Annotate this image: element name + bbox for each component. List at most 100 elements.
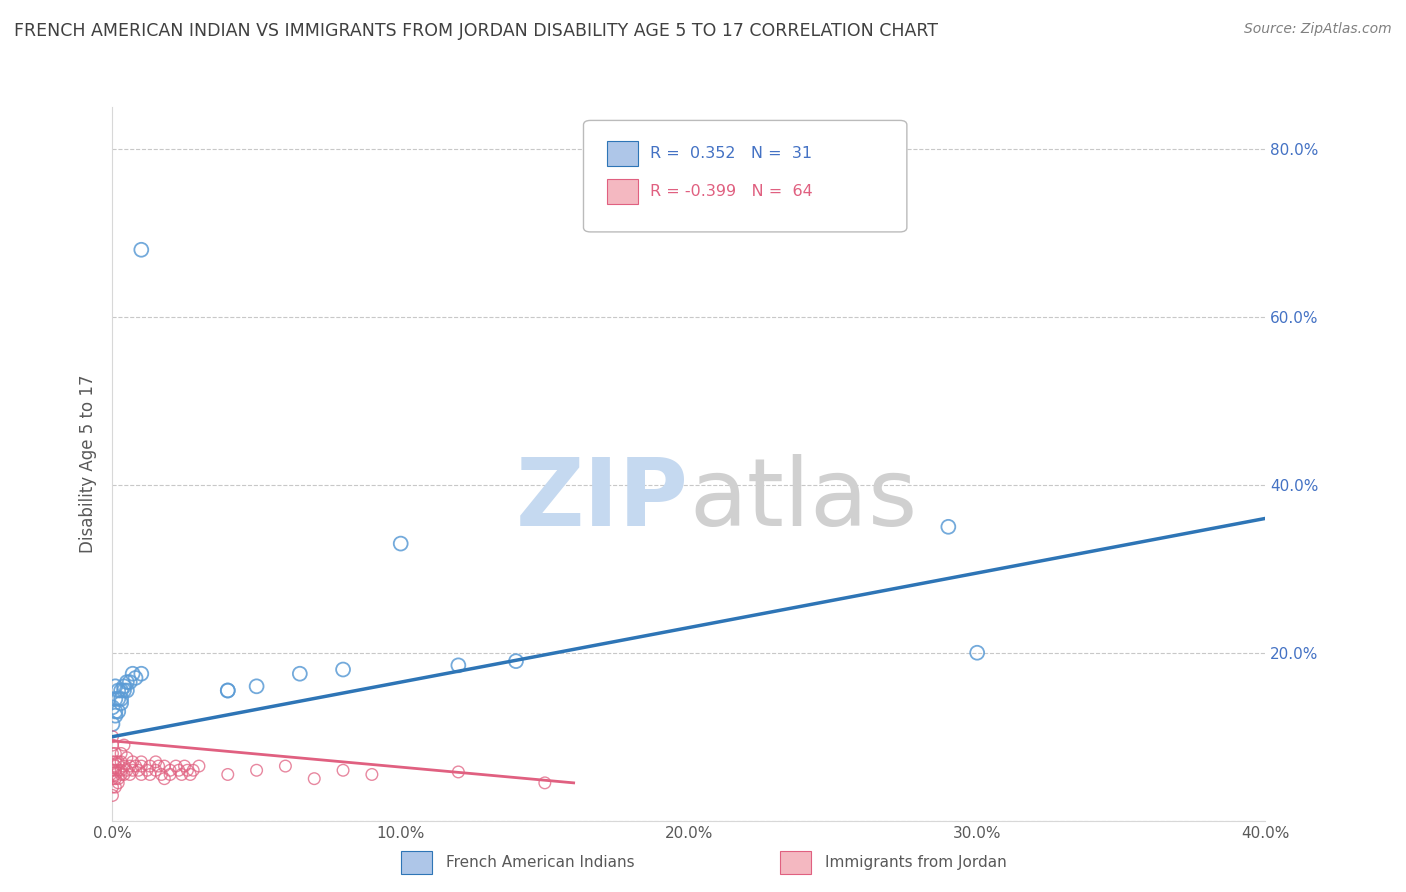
Point (245, 764, 267, 778)
Point (118, 767, 141, 781)
Point (110, 683, 132, 698)
Point (173, 759, 195, 773)
Point (966, 646, 988, 660)
Point (112, 738, 135, 752)
Text: FRENCH AMERICAN INDIAN VS IMMIGRANTS FROM JORDAN DISABILITY AGE 5 TO 17 CORRELAT: FRENCH AMERICAN INDIAN VS IMMIGRANTS FRO… (14, 22, 938, 40)
Text: French American Indians: French American Indians (446, 855, 634, 870)
Point (332, 663, 354, 677)
Point (139, 759, 162, 773)
Point (110, 696, 132, 710)
Point (107, 683, 129, 698)
Point (136, 764, 159, 778)
Point (110, 747, 132, 761)
Point (118, 759, 141, 773)
Point (112, 679, 135, 693)
Point (107, 776, 129, 790)
Point (217, 767, 239, 781)
Point (274, 759, 297, 773)
Point (107, 705, 129, 719)
Point (112, 683, 135, 698)
Text: R = -0.399   N =  64: R = -0.399 N = 64 (650, 185, 813, 199)
Text: Immigrants from Jordan: Immigrants from Jordan (825, 855, 1007, 870)
Text: Source: ZipAtlas.com: Source: ZipAtlas.com (1244, 22, 1392, 37)
Point (104, 692, 127, 706)
Point (101, 780, 124, 794)
Point (150, 767, 173, 781)
Point (153, 772, 176, 786)
Point (104, 767, 127, 781)
Point (107, 755, 129, 769)
Point (104, 772, 127, 786)
Point (101, 764, 124, 778)
Point (112, 759, 135, 773)
Point (936, 520, 959, 534)
Point (121, 764, 143, 778)
Point (107, 764, 129, 778)
Point (179, 767, 201, 781)
Point (101, 755, 124, 769)
Point (217, 683, 239, 698)
Point (139, 767, 162, 781)
Point (127, 764, 149, 778)
Text: ZIP: ZIP (516, 453, 689, 546)
Point (288, 666, 311, 681)
Point (101, 700, 124, 714)
Point (145, 764, 167, 778)
Point (104, 747, 127, 761)
Point (101, 747, 124, 761)
Text: atlas: atlas (689, 453, 917, 546)
Point (159, 767, 181, 781)
Point (129, 243, 153, 257)
Point (360, 767, 382, 781)
Point (110, 764, 132, 778)
Point (447, 658, 470, 673)
Point (145, 755, 167, 769)
Point (107, 692, 129, 706)
Point (104, 759, 127, 773)
Point (505, 654, 527, 668)
Point (129, 666, 153, 681)
Point (118, 675, 141, 690)
Point (101, 789, 124, 803)
Point (101, 717, 124, 731)
Point (389, 536, 412, 550)
Point (121, 755, 143, 769)
Point (101, 730, 124, 744)
Point (104, 764, 127, 778)
Point (124, 759, 146, 773)
Point (104, 705, 127, 719)
Point (167, 764, 190, 778)
Point (181, 764, 204, 778)
Point (124, 671, 146, 685)
Point (165, 759, 187, 773)
Point (245, 679, 267, 693)
Point (112, 767, 135, 781)
Point (176, 764, 198, 778)
Y-axis label: Disability Age 5 to 17: Disability Age 5 to 17 (79, 375, 97, 553)
Point (110, 755, 132, 769)
Point (447, 764, 470, 779)
Point (121, 666, 143, 681)
Point (104, 679, 127, 693)
Point (107, 772, 129, 786)
Point (332, 764, 354, 778)
Point (129, 767, 153, 781)
Point (533, 776, 555, 790)
Point (101, 772, 124, 786)
Point (304, 772, 326, 786)
Point (188, 759, 211, 773)
Point (115, 675, 138, 690)
Point (170, 767, 193, 781)
Point (217, 683, 239, 698)
Point (115, 750, 138, 764)
Point (110, 767, 132, 781)
Point (148, 759, 170, 773)
Text: R =  0.352   N =  31: R = 0.352 N = 31 (650, 146, 811, 161)
Point (129, 759, 153, 773)
Point (110, 692, 132, 706)
Point (104, 708, 127, 723)
Point (101, 738, 124, 752)
Point (159, 764, 181, 778)
Point (104, 755, 127, 769)
Point (115, 683, 138, 698)
